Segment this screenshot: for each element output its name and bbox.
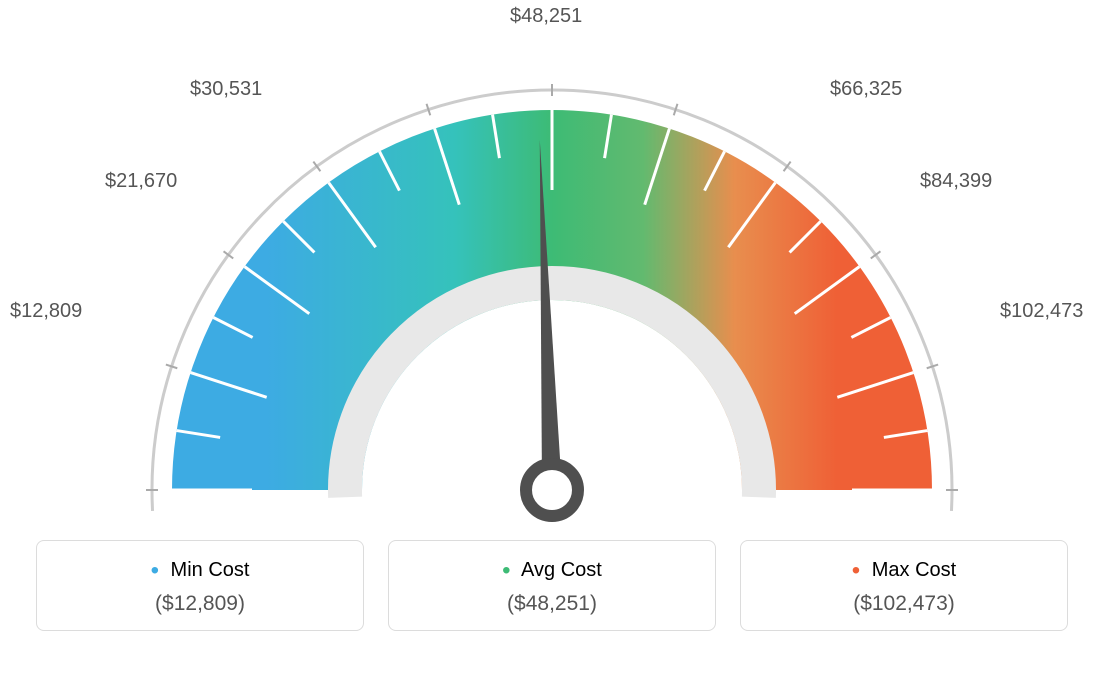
needle-hub	[526, 464, 578, 516]
gauge-tick-label: $66,325	[830, 78, 902, 101]
gauge-tick-label: $48,251	[510, 5, 582, 28]
avg-cost-label: Avg Cost	[521, 559, 602, 581]
max-cost-title: • Max Cost	[751, 559, 1057, 582]
cost-gauge: $12,809 $21,670 $30,531 $48,251 $66,325 $84,3…	[0, 0, 1104, 530]
avg-cost-card: • Avg Cost ($48,251)	[388, 540, 716, 631]
min-cost-label: Min Cost	[171, 559, 250, 581]
avg-cost-title: • Avg Cost	[399, 559, 705, 582]
gauge-tick-label: $30,531	[190, 78, 262, 101]
gauge-tick-label: $21,670	[105, 170, 177, 193]
avg-dot-icon: •	[502, 557, 510, 584]
summary-cards: • Min Cost ($12,809) • Avg Cost ($48,251…	[0, 540, 1104, 631]
avg-cost-value: ($48,251)	[399, 592, 705, 616]
min-cost-value: ($12,809)	[47, 592, 353, 616]
max-cost-card: • Max Cost ($102,473)	[740, 540, 1068, 631]
max-cost-label: Max Cost	[872, 559, 956, 581]
min-cost-card: • Min Cost ($12,809)	[36, 540, 364, 631]
gauge-tick-label: $84,399	[920, 170, 992, 193]
max-cost-value: ($102,473)	[751, 592, 1057, 616]
gauge-svg	[0, 0, 1104, 530]
gauge-tick-label: $102,473	[1000, 300, 1083, 323]
min-cost-title: • Min Cost	[47, 559, 353, 582]
max-dot-icon: •	[852, 557, 860, 584]
min-dot-icon: •	[151, 557, 159, 584]
gauge-tick-label: $12,809	[10, 300, 82, 323]
